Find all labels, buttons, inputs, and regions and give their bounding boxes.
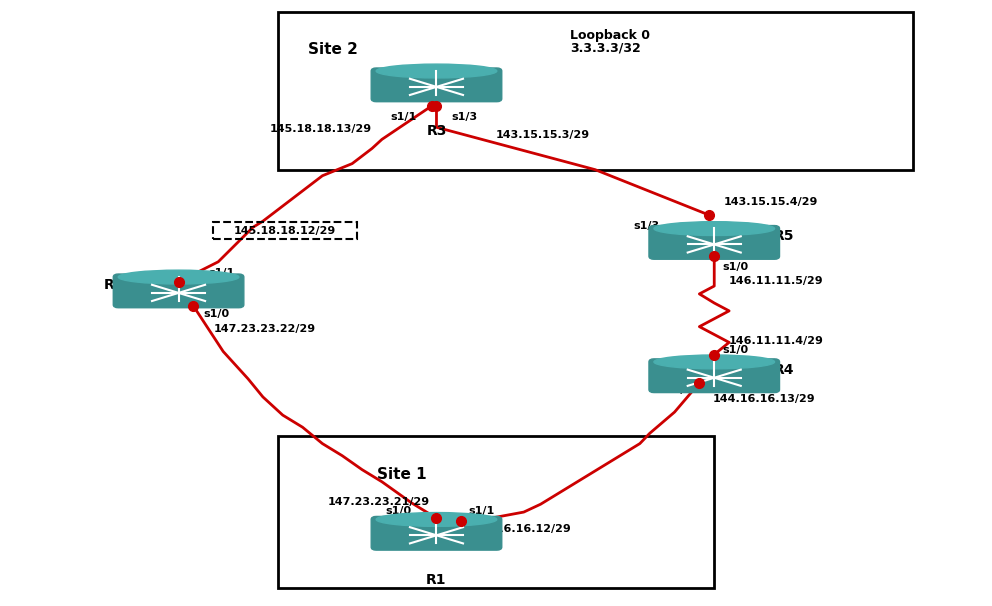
Bar xyxy=(213,222,357,239)
Text: R3: R3 xyxy=(427,124,446,138)
Text: s1/0: s1/0 xyxy=(722,345,748,356)
Text: R2: R2 xyxy=(103,278,124,292)
FancyBboxPatch shape xyxy=(649,225,780,259)
Text: 143.15.15.3/29: 143.15.15.3/29 xyxy=(496,130,590,141)
Text: Site 2: Site 2 xyxy=(308,42,357,58)
Ellipse shape xyxy=(654,355,775,369)
Ellipse shape xyxy=(376,64,497,78)
Ellipse shape xyxy=(654,377,775,388)
Text: Site 1: Site 1 xyxy=(377,467,427,482)
Text: 3.3.3.3/32: 3.3.3.3/32 xyxy=(570,41,641,55)
Text: s1/1: s1/1 xyxy=(667,385,692,395)
Text: s1/1: s1/1 xyxy=(468,506,494,516)
Ellipse shape xyxy=(118,292,239,304)
Text: s1/1: s1/1 xyxy=(208,268,234,278)
Text: 144.16.16.12/29: 144.16.16.12/29 xyxy=(468,524,571,534)
Ellipse shape xyxy=(376,513,497,527)
Text: s1/0: s1/0 xyxy=(203,309,229,319)
Text: s1/3: s1/3 xyxy=(634,221,660,231)
Text: s1/0: s1/0 xyxy=(386,506,412,516)
Bar xyxy=(278,12,913,170)
Text: R4: R4 xyxy=(774,362,795,377)
FancyBboxPatch shape xyxy=(371,68,502,102)
Text: Loopback 0: Loopback 0 xyxy=(570,29,651,42)
Ellipse shape xyxy=(118,270,239,284)
FancyBboxPatch shape xyxy=(371,516,502,550)
Text: 145.18.18.12/29: 145.18.18.12/29 xyxy=(234,226,336,236)
Ellipse shape xyxy=(654,222,775,236)
Text: s1/0: s1/0 xyxy=(722,262,748,272)
Text: 146.11.11.4/29: 146.11.11.4/29 xyxy=(729,336,824,347)
Text: R5: R5 xyxy=(774,229,795,244)
FancyBboxPatch shape xyxy=(113,274,244,308)
Text: 147.23.23.22/29: 147.23.23.22/29 xyxy=(213,324,315,335)
Text: 145.18.18.13/29: 145.18.18.13/29 xyxy=(270,124,372,135)
Ellipse shape xyxy=(654,244,775,255)
FancyBboxPatch shape xyxy=(649,359,780,393)
Text: 147.23.23.21/29: 147.23.23.21/29 xyxy=(327,497,430,507)
Text: 144.16.16.13/29: 144.16.16.13/29 xyxy=(712,394,814,404)
Text: 143.15.15.4/29: 143.15.15.4/29 xyxy=(724,197,818,207)
Text: 146.11.11.5/29: 146.11.11.5/29 xyxy=(729,276,823,286)
Ellipse shape xyxy=(376,86,497,98)
Text: s1/1: s1/1 xyxy=(391,112,417,122)
Text: s1/3: s1/3 xyxy=(451,112,477,122)
Bar xyxy=(278,436,714,588)
Text: R1: R1 xyxy=(427,573,446,587)
Ellipse shape xyxy=(376,534,497,546)
